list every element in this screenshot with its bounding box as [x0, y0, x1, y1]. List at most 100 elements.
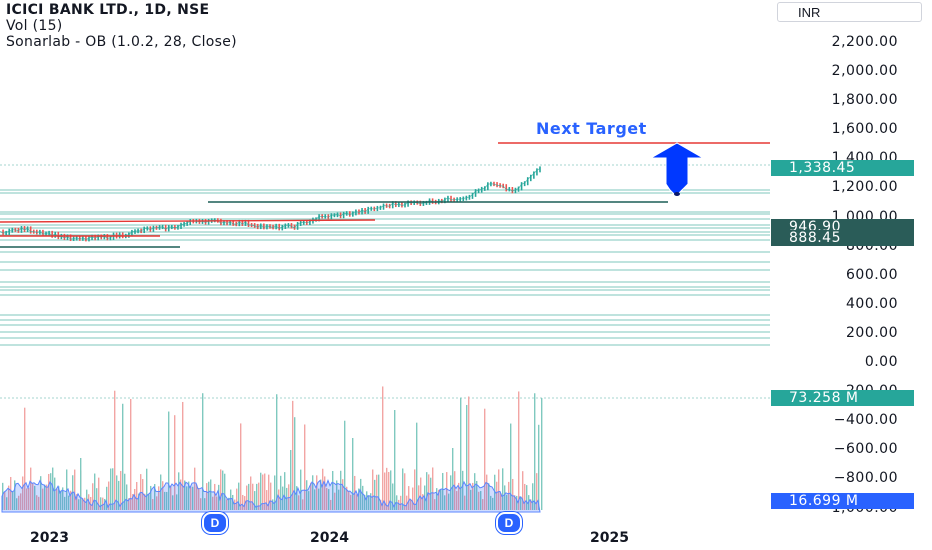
- volume-bar: [392, 483, 394, 510]
- up-arrow-shape: [649, 142, 705, 197]
- volume-bar: [242, 494, 244, 510]
- volume-bar: [204, 498, 206, 510]
- volume-bar: [280, 475, 282, 510]
- volume-bar: [428, 474, 430, 510]
- volume-bar: [404, 473, 406, 510]
- volume-bar: [340, 470, 342, 510]
- volume-bar: [356, 494, 358, 510]
- volume-bar: [360, 478, 362, 510]
- volume-bar: [322, 468, 324, 510]
- volume-bar: [518, 391, 520, 510]
- volume-bar: [308, 491, 310, 510]
- volume-bar: [538, 424, 540, 510]
- volume-bar: [16, 498, 18, 510]
- volume-bar: [106, 486, 108, 510]
- volume-bar: [298, 495, 300, 510]
- volume-bar: [300, 469, 302, 510]
- volume-bar: [18, 495, 20, 510]
- volume-indicator-label[interactable]: Vol (15): [6, 18, 63, 34]
- volume-bar: [258, 482, 260, 510]
- volume-bar: [302, 499, 304, 510]
- volume-bar: [496, 481, 498, 510]
- price-tick-label: −600.00: [833, 441, 898, 458]
- volume-bar: [541, 398, 543, 510]
- volume-bar: [150, 485, 152, 510]
- sonarlab-indicator-label[interactable]: Sonarlab - OB (1.0.2, 28, Close): [6, 34, 237, 50]
- volume-bar: [40, 476, 42, 510]
- volume-bar: [90, 496, 92, 510]
- volume-histogram: [1, 386, 543, 513]
- volume-bar: [68, 495, 70, 510]
- volume-bar: [154, 484, 156, 510]
- volume-bar: [52, 467, 54, 510]
- volume-bar: [240, 423, 242, 510]
- volume-bar: [316, 475, 318, 510]
- volume-bar: [104, 498, 106, 510]
- volume-bar: [274, 475, 276, 510]
- volume-bar: [26, 488, 28, 510]
- time-tick-label: 2025: [590, 530, 629, 546]
- volume-bar: [56, 488, 58, 510]
- price-tick-label: 2,200.00: [831, 33, 898, 50]
- volume-bar: [166, 491, 168, 510]
- volume-bar: [514, 495, 516, 510]
- volume-bar: [116, 475, 118, 510]
- volume-bar: [454, 471, 456, 510]
- volume-bar: [438, 489, 440, 510]
- volume-bar: [122, 403, 124, 510]
- volume-bar: [136, 481, 138, 510]
- volume-bar: [510, 423, 512, 510]
- symbol-title[interactable]: ICICI BANK LTD., 1D, NSE: [6, 2, 210, 18]
- volume-bar: [324, 476, 326, 510]
- volume-bar: [194, 467, 196, 510]
- volume-bar: [326, 488, 328, 510]
- volume-bar: [200, 498, 202, 510]
- volume-bar: [334, 492, 336, 510]
- volume-bar: [374, 479, 376, 510]
- price-tick-label: 400.00: [846, 295, 898, 312]
- volume-bar: [254, 491, 256, 510]
- volume-bar: [446, 472, 448, 510]
- volume-bar: [98, 477, 100, 510]
- volume-bar: [262, 474, 264, 510]
- volume-bar: [498, 469, 500, 510]
- volume-bar: [406, 495, 408, 510]
- volume-bar: [36, 495, 38, 510]
- volume-ma-area: [1, 479, 541, 513]
- volume-bar: [290, 450, 292, 510]
- volume-bar: [434, 499, 436, 510]
- volume-bar: [86, 489, 88, 510]
- volume-bar: [470, 489, 472, 510]
- dividend-marker-1[interactable]: D: [202, 512, 228, 534]
- volume-bar: [520, 496, 522, 510]
- currency-selector[interactable]: INR: [777, 2, 922, 22]
- volume-bar: [148, 494, 150, 510]
- volume-bar: [230, 489, 232, 510]
- volume-bar: [152, 499, 154, 510]
- volume-bar: [132, 494, 134, 510]
- time-tick-label: 2023: [30, 530, 69, 546]
- volume-bar: [400, 495, 402, 510]
- volume-bar: [524, 483, 526, 510]
- volume-bar: [478, 491, 480, 510]
- volume-bar: [92, 483, 94, 510]
- volume-bar: [208, 481, 210, 510]
- volume-bar: [244, 496, 246, 510]
- last-price-badge: 1,338.45: [771, 160, 914, 176]
- volume-bar: [380, 499, 382, 510]
- volume-bar: [164, 491, 166, 510]
- volume-bar: [212, 496, 214, 510]
- dividend-marker-2[interactable]: D: [496, 512, 522, 534]
- volume-bar: [494, 474, 496, 510]
- volume-ma-badge: 16.699 M: [771, 493, 914, 509]
- volume-bar: [526, 485, 528, 510]
- volume-bar: [384, 472, 386, 510]
- volume-bar: [318, 488, 320, 510]
- volume-bar: [120, 470, 122, 510]
- volume-bar: [336, 480, 338, 510]
- volume-bar: [358, 488, 360, 510]
- ob-level-badge-2: 888.45: [771, 230, 914, 246]
- volume-bar: [264, 473, 266, 510]
- volume-bar: [80, 458, 82, 510]
